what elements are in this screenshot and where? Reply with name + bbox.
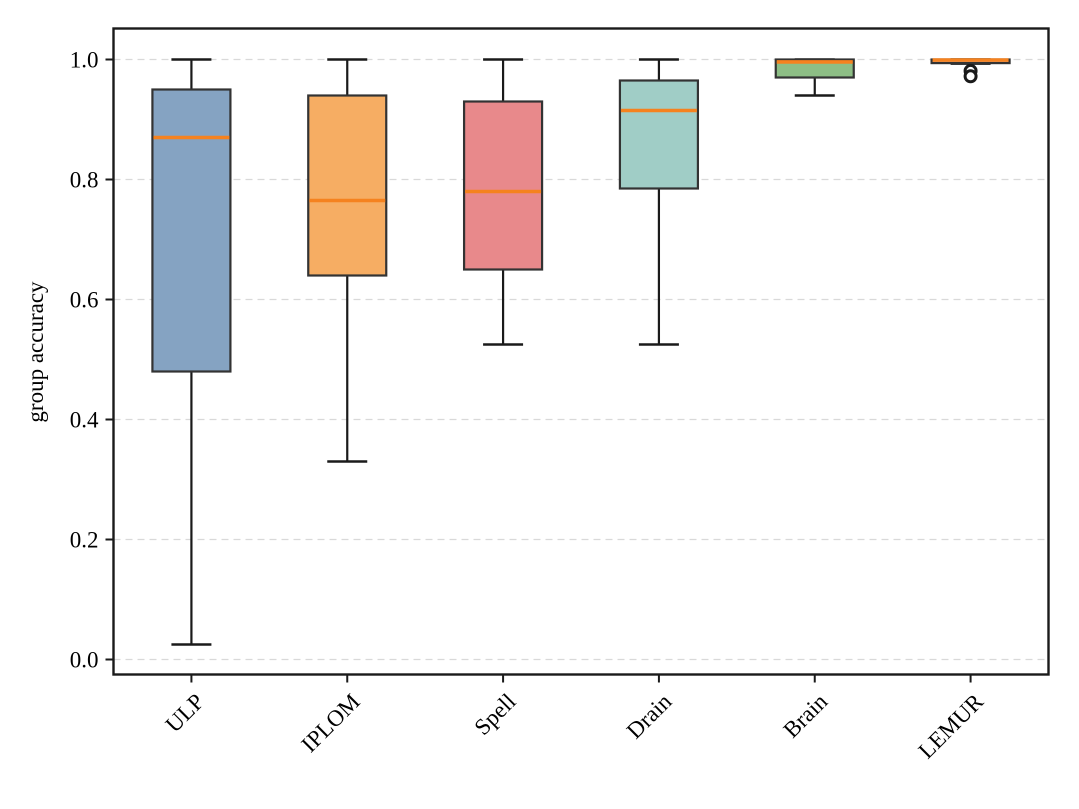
x-tick-label-Spell: Spell	[470, 689, 521, 740]
y-tick-label-0.0: 0.0	[70, 648, 99, 673]
x-tick-label-IPLOM: IPLOM	[297, 689, 365, 757]
y-tick-label-1.0: 1.0	[70, 48, 99, 73]
y-tick-label-0.4: 0.4	[70, 408, 99, 433]
y-axis-label: group accuracy	[23, 281, 48, 423]
box-Brain	[774, 58, 855, 79]
outlier-LEMUR-1	[963, 69, 978, 84]
y-tick-label-0.2: 0.2	[70, 528, 99, 553]
x-tick-label-ULP: ULP	[161, 689, 209, 737]
x-tick-label-Drain: Drain	[622, 689, 677, 744]
plot-frame	[112, 27, 1050, 676]
x-tick-label-LEMUR: LEMUR	[914, 688, 989, 763]
box-Drain	[618, 79, 700, 190]
box-IPLOM	[307, 94, 388, 277]
y-tick-label-0.6: 0.6	[70, 288, 99, 313]
x-tick-label-Brain: Brain	[778, 689, 832, 743]
box-ULP	[151, 88, 232, 373]
y-tick-label-0.8: 0.8	[70, 168, 99, 193]
box-Spell	[462, 100, 544, 271]
